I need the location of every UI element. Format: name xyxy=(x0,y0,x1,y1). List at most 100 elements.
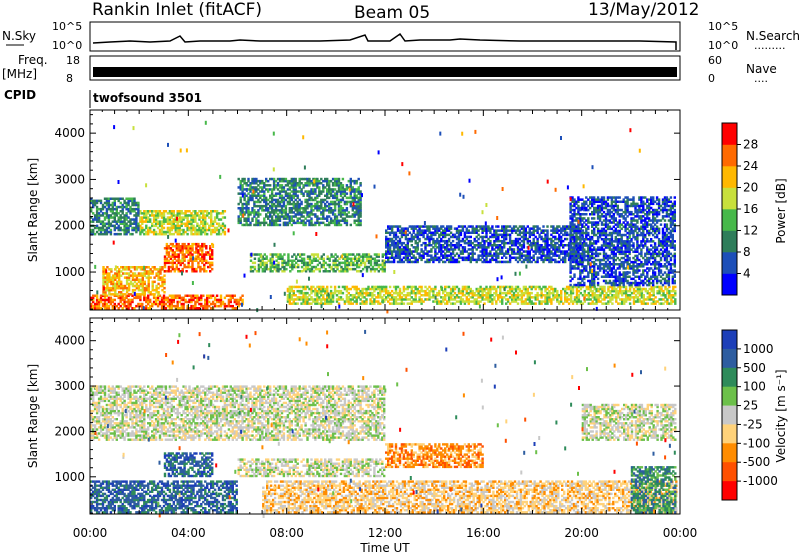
colorbar-label: -25 xyxy=(743,417,763,431)
colorbar-label: 500 xyxy=(743,361,766,375)
velocity-colorbar-title: Velocity [m s⁻¹] xyxy=(774,369,788,462)
velocity-colorbar: 1000 500 100 25 -25 -100 -500 -1000 Velocity [m… xyxy=(722,330,788,500)
nave-marker: .... xyxy=(754,72,768,85)
nsearch-marker: ......... xyxy=(754,39,785,52)
colorbar-block xyxy=(722,462,737,481)
date-title: 13/May/2012 xyxy=(588,0,700,20)
colorbar-block xyxy=(722,209,737,231)
echo-region xyxy=(164,452,214,477)
velocity-panel: 1000 2000 3000 4000 Slant Range [km] xyxy=(26,318,680,518)
nsky-tick-right-top: 10^5 xyxy=(708,20,738,33)
station-title: Rankin Inlet (fitACF) xyxy=(92,0,262,20)
y-tick-label: 1000 xyxy=(54,265,85,279)
colorbar-block xyxy=(722,231,737,253)
nsky-tick-left-top: 10^5 xyxy=(52,20,82,33)
nsky-series-line xyxy=(93,34,676,50)
freq-label: Freq. xyxy=(18,53,48,67)
colorbar-block xyxy=(722,387,737,406)
y-tick-label: 3000 xyxy=(54,379,85,393)
nsky-tick-right-bottom: 10^0 xyxy=(708,39,738,52)
colorbar-label: 12 xyxy=(743,224,758,238)
echo-region xyxy=(102,266,165,296)
echo-region xyxy=(90,480,238,513)
power-echo-layer xyxy=(90,121,677,314)
x-tick-label: 12:00 xyxy=(368,526,403,540)
nave-tick-bottom: 0 xyxy=(708,72,715,85)
echo-region xyxy=(385,225,584,263)
time-axis-title: Time UT xyxy=(359,541,410,554)
echo-region xyxy=(238,178,362,226)
echo-region xyxy=(569,196,676,286)
echo-region xyxy=(262,480,677,513)
x-tick-label: 20:00 xyxy=(564,526,599,540)
velocity-colorbar-labels: 1000 500 100 25 -25 -100 -500 -1000 xyxy=(737,342,778,488)
colorbar-label: -100 xyxy=(743,436,770,450)
nsky-panel: N.Sky 10^5 10^0 10^5 10^0 N.Search .....… xyxy=(2,20,800,52)
cpid-label: CPID xyxy=(4,88,36,102)
echo-region xyxy=(250,253,386,272)
velocity-echo-layer xyxy=(90,330,678,518)
freq-panel: Freq. [MHz] 18 8 60 0 Nave .... xyxy=(2,53,777,85)
colorbar-label: 1000 xyxy=(743,342,774,356)
power-colorbar-blocks xyxy=(722,123,737,295)
y-tick-label: 3000 xyxy=(54,172,85,186)
colorbar-block xyxy=(722,406,737,425)
colorbar-block xyxy=(722,274,737,296)
echo-region xyxy=(139,210,226,235)
colorbar-label: 25 xyxy=(743,399,758,413)
echo-region xyxy=(238,458,386,477)
y-tick-label: 4000 xyxy=(54,126,85,140)
echo-region xyxy=(90,385,385,441)
power-ylabel: Slant Range [km] xyxy=(26,158,40,262)
colorbar-block xyxy=(722,368,737,387)
x-tick-label: 00:00 xyxy=(663,526,698,540)
beam-title: Beam 05 xyxy=(354,3,430,23)
colorbar-label: 100 xyxy=(743,380,766,394)
velocity-ylabel: Slant Range [km] xyxy=(26,364,40,468)
colorbar-block xyxy=(722,166,737,188)
echo-region xyxy=(90,198,140,236)
colorbar-label: 8 xyxy=(743,245,751,259)
y-tick-label: 1000 xyxy=(54,470,85,484)
colorbar-label: -1000 xyxy=(743,474,778,488)
y-tick-label: 2000 xyxy=(54,424,85,438)
colorbar-block xyxy=(722,349,737,368)
colorbar-label: 28 xyxy=(743,138,758,152)
colorbar-block xyxy=(722,424,737,443)
x-tick-label: 00:00 xyxy=(73,526,108,540)
freq-tick-top: 18 xyxy=(66,54,80,67)
colorbar-label: 16 xyxy=(743,202,758,216)
cpid-value: twofsound 3501 xyxy=(93,91,202,105)
colorbar-label: 4 xyxy=(743,267,751,281)
colorbar-block xyxy=(722,443,737,462)
colorbar-label: 24 xyxy=(743,159,758,173)
colorbar-block xyxy=(722,252,737,274)
velocity-colorbar-blocks xyxy=(722,330,737,500)
colorbar-block xyxy=(722,188,737,210)
nave-tick-top: 60 xyxy=(708,54,722,67)
power-colorbar-labels: 4 8 12 16 20 24 28 xyxy=(737,138,758,281)
freq-unit: [MHz] xyxy=(2,67,37,81)
colorbar-block xyxy=(722,123,737,145)
y-tick-label: 4000 xyxy=(54,334,85,348)
colorbar-block xyxy=(722,145,737,167)
freq-tick-bottom: 8 xyxy=(66,72,73,85)
x-tick-label: 04:00 xyxy=(171,526,206,540)
colorbar-block xyxy=(722,481,737,500)
echo-region xyxy=(90,295,244,310)
colorbar-block xyxy=(722,330,737,349)
freq-band xyxy=(93,67,677,77)
echo-region xyxy=(164,243,214,273)
power-colorbar: 4 8 12 16 20 24 28 Power [dB] xyxy=(722,123,788,295)
power-colorbar-title: Power [dB] xyxy=(774,178,788,243)
power-panel: 1000 2000 3000 4000 Slant Range [km] xyxy=(26,110,680,313)
colorbar-label: -500 xyxy=(743,455,770,469)
nsky-label: N.Sky xyxy=(2,29,36,43)
colorbar-label: 20 xyxy=(743,181,758,195)
y-tick-label: 2000 xyxy=(54,219,85,233)
x-tick-label: 08:00 xyxy=(269,526,304,540)
echo-region xyxy=(287,286,677,305)
echo-region xyxy=(582,404,677,441)
echo-region xyxy=(385,443,484,468)
